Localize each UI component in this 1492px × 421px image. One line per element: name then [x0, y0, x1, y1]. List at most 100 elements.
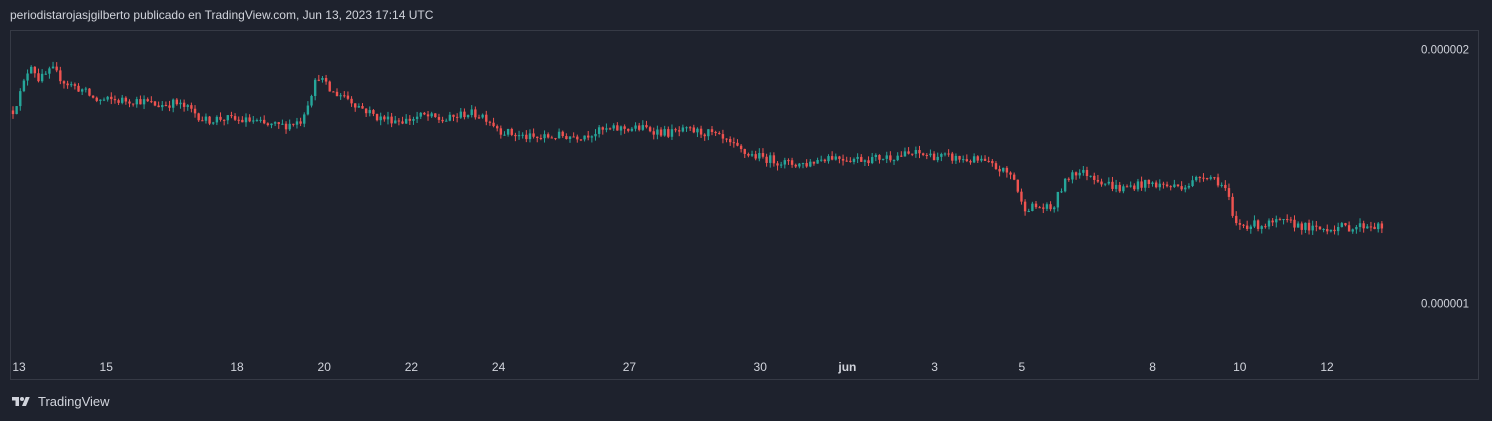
- candle-up: [594, 133, 597, 137]
- candle-up: [255, 120, 259, 122]
- candle-up: [102, 99, 106, 101]
- chart-area[interactable]: 0.000002 0.000001 13 15 18 20 22 24 27 30 jun 3 5 8 1…: [10, 30, 1479, 380]
- candle-up: [590, 136, 594, 138]
- candle-down: [284, 123, 288, 130]
- candle-up: [863, 160, 867, 162]
- candle-up: [870, 157, 874, 164]
- candle-up: [70, 84, 73, 86]
- candle-up: [252, 120, 255, 122]
- candle-up: [896, 155, 899, 161]
- candle-up: [517, 135, 521, 137]
- date-tick-label: 24: [492, 360, 506, 374]
- candle-up: [1194, 177, 1198, 181]
- candle-down: [168, 105, 171, 108]
- footer: TradingView: [10, 394, 110, 409]
- candle-down: [514, 134, 517, 137]
- candle-down: [794, 164, 797, 167]
- candle-up: [179, 102, 182, 105]
- candle-down: [987, 160, 990, 162]
- candle-up: [1056, 191, 1060, 208]
- candle-down: [1180, 186, 1183, 190]
- candle-down: [1245, 225, 1249, 229]
- candle-up: [874, 154, 878, 158]
- candle-down: [1205, 178, 1209, 180]
- candle-down: [1238, 223, 1242, 225]
- candle-down: [383, 116, 386, 120]
- candle-up: [707, 129, 710, 137]
- candle-down: [1315, 225, 1318, 227]
- candle-up: [685, 127, 688, 129]
- candle-up: [40, 73, 44, 82]
- candle-up: [368, 110, 371, 114]
- candle-up: [404, 118, 408, 124]
- candle-down: [674, 129, 677, 131]
- candle-up: [641, 125, 645, 130]
- candle-down: [932, 153, 936, 161]
- candle-down: [1133, 185, 1136, 190]
- candle-down: [1147, 179, 1151, 185]
- candle-up: [827, 156, 830, 162]
- candle-down: [11, 110, 15, 115]
- candle-up: [1184, 187, 1187, 190]
- candle-up: [306, 105, 310, 115]
- candle-down: [608, 128, 612, 130]
- candle-down: [1300, 223, 1303, 230]
- candle-up: [1253, 220, 1256, 227]
- candle-up: [612, 125, 615, 129]
- candle-up: [1151, 182, 1154, 185]
- tradingview-brand[interactable]: TradingView: [38, 394, 110, 409]
- candle-down: [576, 136, 579, 140]
- candle-down: [452, 114, 455, 117]
- candle-up: [543, 134, 546, 139]
- candle-up: [1282, 219, 1285, 221]
- candle-down: [732, 142, 736, 144]
- candle-up: [26, 73, 29, 81]
- price-tick-label: 0.000002: [1421, 45, 1469, 57]
- candle-up: [1377, 223, 1380, 230]
- candle-down: [62, 81, 66, 84]
- candle-up: [779, 164, 783, 166]
- candle-up: [430, 113, 433, 117]
- candle-down: [951, 153, 954, 161]
- candle-up: [321, 78, 324, 80]
- candle-down: [1067, 178, 1070, 180]
- candle-up: [466, 115, 470, 118]
- candle-down: [546, 134, 550, 138]
- candle-down: [790, 160, 794, 165]
- candle-down: [230, 115, 233, 117]
- candle-down: [1326, 229, 1329, 232]
- candle-up: [769, 155, 772, 163]
- candle-down: [423, 112, 426, 115]
- candle-up: [936, 156, 939, 161]
- candle-down: [1333, 229, 1336, 232]
- candle-down: [463, 111, 466, 118]
- candle-up: [1355, 227, 1358, 230]
- date-tick-label: 8: [1149, 360, 1156, 374]
- candle-down: [1125, 186, 1129, 188]
- date-tick-label: 20: [318, 360, 332, 374]
- candle-down: [921, 153, 925, 155]
- candle-down: [1016, 179, 1020, 192]
- candle-up: [186, 105, 189, 107]
- candle-down: [539, 137, 543, 139]
- tradingview-logo-icon[interactable]: [10, 395, 32, 409]
- candle-down: [335, 91, 339, 97]
- candle-down: [182, 102, 186, 107]
- candle-down: [346, 95, 350, 99]
- candle-down: [637, 125, 641, 130]
- candle-down: [1169, 186, 1172, 188]
- candle-up: [696, 128, 699, 133]
- candle-down: [95, 97, 98, 101]
- candle-down: [536, 136, 539, 138]
- candle-down: [1235, 215, 1238, 224]
- candle-up: [1158, 183, 1161, 188]
- candle-up: [816, 160, 819, 164]
- candle-up: [226, 115, 229, 121]
- price-tick-label: 0.000001: [1421, 299, 1469, 311]
- candle-up: [1053, 207, 1056, 210]
- candle-down: [1242, 224, 1245, 226]
- candle-up: [445, 120, 448, 122]
- candle-up: [1275, 219, 1278, 223]
- candle-up: [1322, 229, 1325, 231]
